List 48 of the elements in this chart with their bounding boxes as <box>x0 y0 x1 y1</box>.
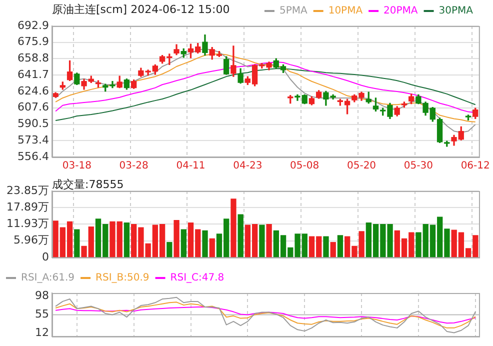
y-tick-label: 12 <box>35 326 49 340</box>
bar <box>266 224 272 258</box>
y-tick-label: 55 <box>35 308 49 321</box>
bar <box>337 235 344 258</box>
x-tick-label: 06-12 <box>460 160 490 172</box>
legend-label: 20PMA <box>384 6 418 17</box>
y-tick-label: 658.8 <box>18 52 49 65</box>
x-tick-label: 05-20 <box>346 160 376 172</box>
legend-label: RSI_A:61.9 <box>21 272 75 284</box>
bar <box>74 229 80 258</box>
x-tick-label: 04-23 <box>233 160 262 172</box>
bar <box>238 214 244 258</box>
legend-label: 10PMA <box>328 6 363 17</box>
y-tick-label: 590.5 <box>18 117 49 130</box>
bar <box>174 220 180 258</box>
bar <box>209 238 215 258</box>
y-tick-label: 98 <box>35 288 49 302</box>
bar <box>330 242 336 258</box>
legend-label: RSI_C:47.8 <box>170 272 224 284</box>
chart-title: 原油主连[scm] 2024-06-12 15:00 <box>52 2 230 17</box>
bar <box>166 242 172 258</box>
y-tick-label: 624.6 <box>18 84 49 98</box>
x-tick-label: 03-18 <box>62 160 92 172</box>
legend-label: 30PMA <box>438 6 474 17</box>
bar <box>259 224 265 258</box>
x-tick-label: 03-28 <box>119 160 148 172</box>
legend-label: RSI_B:50.9 <box>96 272 150 284</box>
bar <box>180 229 186 258</box>
bar <box>230 198 236 258</box>
chart-title: 成交量:78555 <box>52 177 124 192</box>
x-tick-label: 05-30 <box>404 160 433 172</box>
y-tick-label: 5.96万 <box>14 234 49 247</box>
bar <box>323 236 329 258</box>
bar <box>124 222 130 258</box>
y-tick-label: 11.93万 <box>6 217 49 230</box>
y-tick-label: 641.7 <box>18 68 49 81</box>
y-tick-label: 692.9 <box>18 18 49 32</box>
y-tick-label: 607.6 <box>18 100 49 114</box>
y-tick-label: 17.89万 <box>6 200 49 214</box>
y-tick-label: 675.9 <box>18 35 49 48</box>
x-tick-label: 05-08 <box>290 160 320 172</box>
y-tick-label: 573.4 <box>18 134 49 147</box>
legend-label: 5PMA <box>279 6 308 17</box>
bar <box>202 230 208 258</box>
y-tick-label: 0 <box>42 250 49 264</box>
y-tick-label: 23.85万 <box>6 184 49 197</box>
x-tick-label: 04-11 <box>176 160 206 172</box>
y-tick-label: 556.4 <box>18 150 49 163</box>
